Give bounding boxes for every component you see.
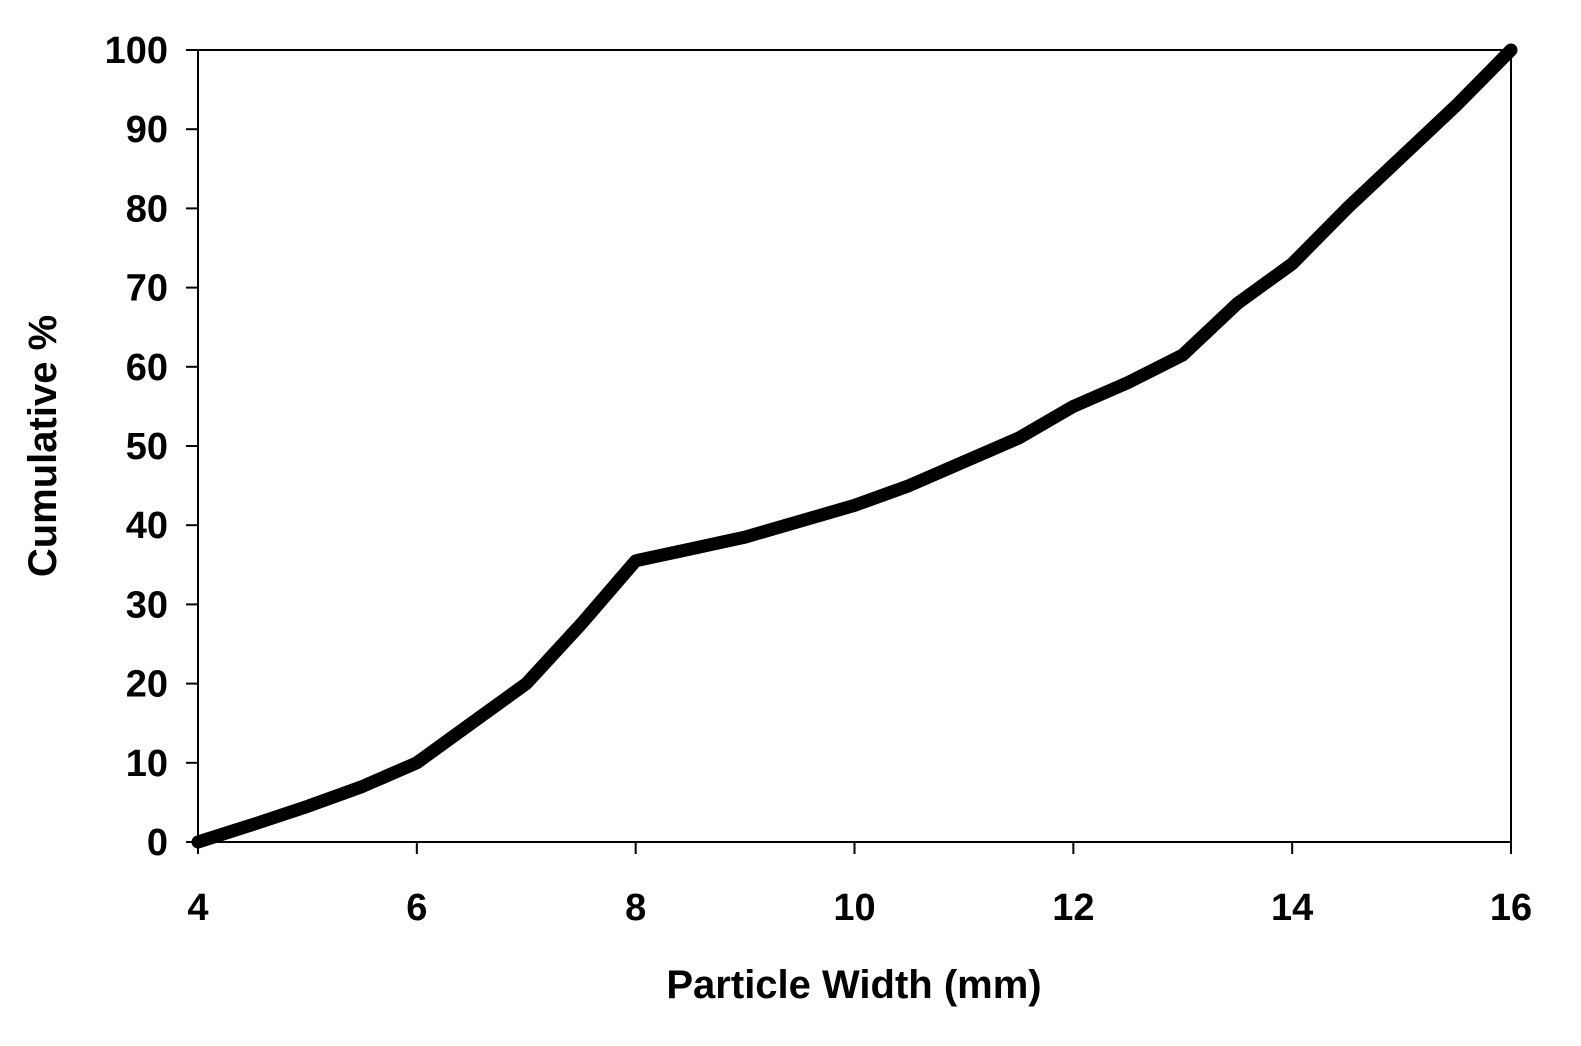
y-tick-label: 10 bbox=[126, 743, 168, 785]
y-tick-label: 20 bbox=[126, 664, 168, 706]
y-tick-label: 90 bbox=[126, 109, 168, 151]
series-layer bbox=[191, 43, 1518, 849]
y-tick-label: 80 bbox=[126, 188, 168, 230]
y-tick-label: 40 bbox=[126, 505, 168, 547]
series-line-0 bbox=[191, 43, 1518, 849]
plot-area bbox=[197, 49, 1512, 843]
x-tick-label: 14 bbox=[1271, 887, 1313, 929]
x-axis-title: Particle Width (mm) bbox=[666, 963, 1041, 1007]
x-tick-label: 4 bbox=[187, 887, 208, 929]
y-axis-ticks: 0 10 20 30 40 50 60 70 80 90 100 bbox=[105, 30, 198, 864]
y-tick-label: 60 bbox=[126, 347, 168, 389]
y-tick-label: 100 bbox=[105, 30, 168, 72]
x-tick-label: 6 bbox=[406, 887, 427, 929]
y-tick-label: 0 bbox=[147, 822, 168, 864]
y-tick-label: 50 bbox=[126, 426, 168, 468]
x-tick-label: 8 bbox=[625, 887, 646, 929]
x-tick-label: 10 bbox=[833, 887, 875, 929]
y-tick-label: 30 bbox=[126, 584, 168, 626]
x-tick-label: 16 bbox=[1490, 887, 1532, 929]
x-axis-ticks: 4 6 8 10 12 14 16 bbox=[187, 842, 1532, 929]
y-tick-label: 70 bbox=[126, 268, 168, 310]
y-axis-title: Cumulative % bbox=[21, 315, 65, 577]
x-tick-label: 12 bbox=[1052, 887, 1094, 929]
